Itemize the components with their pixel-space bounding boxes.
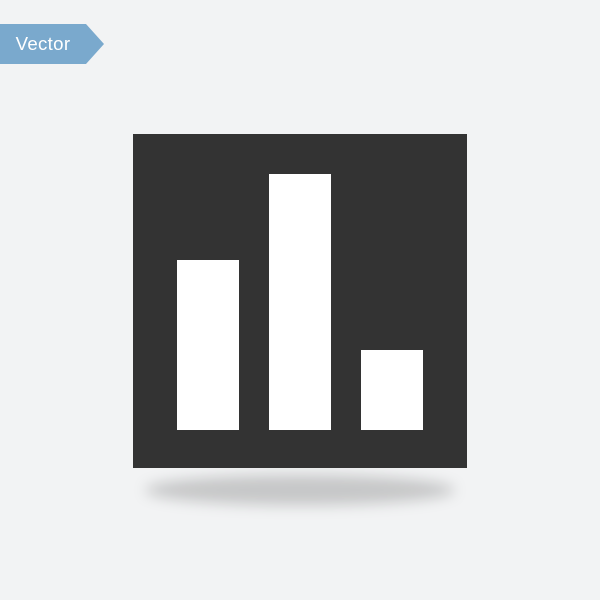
badge-arrow <box>86 24 104 64</box>
bar-3 <box>361 350 423 430</box>
icon-shadow <box>145 475 455 505</box>
bar-1 <box>177 260 239 430</box>
bars-region <box>177 174 423 430</box>
canvas: Vector <box>0 0 600 600</box>
vector-badge: Vector <box>0 24 104 64</box>
bar-chart-icon <box>133 134 467 468</box>
badge-label: Vector <box>0 24 86 64</box>
icon-square <box>133 134 467 468</box>
bar-2 <box>269 174 331 430</box>
